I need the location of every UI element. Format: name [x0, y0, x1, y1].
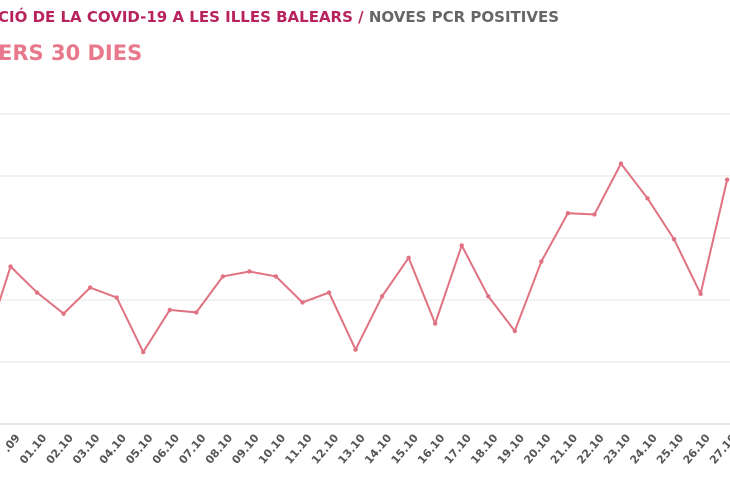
x-tick-label: 17.10 — [442, 431, 475, 466]
point — [194, 310, 199, 315]
x-tick-label: 27.10 — [707, 431, 730, 466]
x-tick-label: 14.10 — [362, 431, 395, 466]
point — [565, 211, 571, 216]
x-tick-label: 25.10 — [654, 431, 687, 466]
point — [167, 307, 172, 313]
x-tick-label: 13.10 — [336, 431, 369, 466]
point — [432, 321, 438, 326]
x-tick-label: 15.10 — [389, 431, 422, 466]
point — [592, 212, 597, 217]
x-tick-label: 20.10 — [521, 431, 554, 466]
x-tick-label: 03.10 — [70, 431, 103, 466]
point — [114, 295, 119, 300]
x-tick-label: 01.10 — [17, 431, 50, 466]
x-tick-label: 04.10 — [97, 431, 130, 466]
x-tick-label: 23.10 — [601, 431, 634, 466]
chart-subtitle: ERS 30 DIES — [0, 41, 142, 65]
x-tick-label: 16.10 — [415, 431, 448, 466]
x-tick-label: 22.10 — [574, 431, 607, 466]
x-tick-label: .09 — [0, 432, 22, 455]
point — [220, 274, 226, 279]
point — [326, 290, 332, 295]
x-tick-label: 08.10 — [203, 431, 236, 466]
point — [61, 311, 66, 316]
point — [8, 264, 13, 269]
point — [698, 291, 703, 296]
x-tick-label: 26.10 — [681, 431, 714, 466]
point — [671, 237, 677, 242]
point — [724, 177, 730, 182]
title-separator: / — [358, 8, 364, 26]
x-tick-label: 09.10 — [229, 431, 262, 466]
x-tick-label: 12.10 — [309, 431, 342, 466]
point — [512, 328, 517, 334]
x-tick-label: 24.10 — [627, 431, 660, 466]
point — [459, 243, 464, 248]
point — [300, 300, 305, 305]
x-tick-label: 07.10 — [176, 431, 209, 466]
chart-title: CIÓ DE LA COVID-19 A LES ILLES BALEARS /… — [0, 7, 559, 26]
point — [141, 349, 146, 355]
x-tick-label: 06.10 — [150, 431, 183, 466]
x-tick-label: 21.10 — [548, 431, 581, 466]
point — [539, 259, 544, 264]
point — [486, 294, 491, 299]
x-tick-label: 02.10 — [44, 431, 77, 466]
x-tick-label: 10.10 — [256, 431, 289, 466]
point — [273, 274, 279, 279]
point — [645, 196, 650, 201]
point — [618, 161, 624, 166]
x-tick-label: 18.10 — [468, 431, 501, 466]
title-main: CIÓ DE LA COVID-19 A LES ILLES BALEARS — [0, 7, 353, 26]
title-secondary: NOVES PCR POSITIVES — [369, 8, 559, 26]
line — [0, 161, 729, 355]
point — [87, 285, 93, 290]
point — [406, 255, 411, 261]
x-tick-label: 05.10 — [123, 431, 156, 466]
point — [353, 347, 358, 352]
point — [34, 290, 40, 295]
point — [379, 294, 385, 299]
point — [247, 269, 252, 274]
x-tick-label: 19.10 — [495, 431, 528, 466]
x-tick-label: 11.10 — [282, 431, 315, 466]
